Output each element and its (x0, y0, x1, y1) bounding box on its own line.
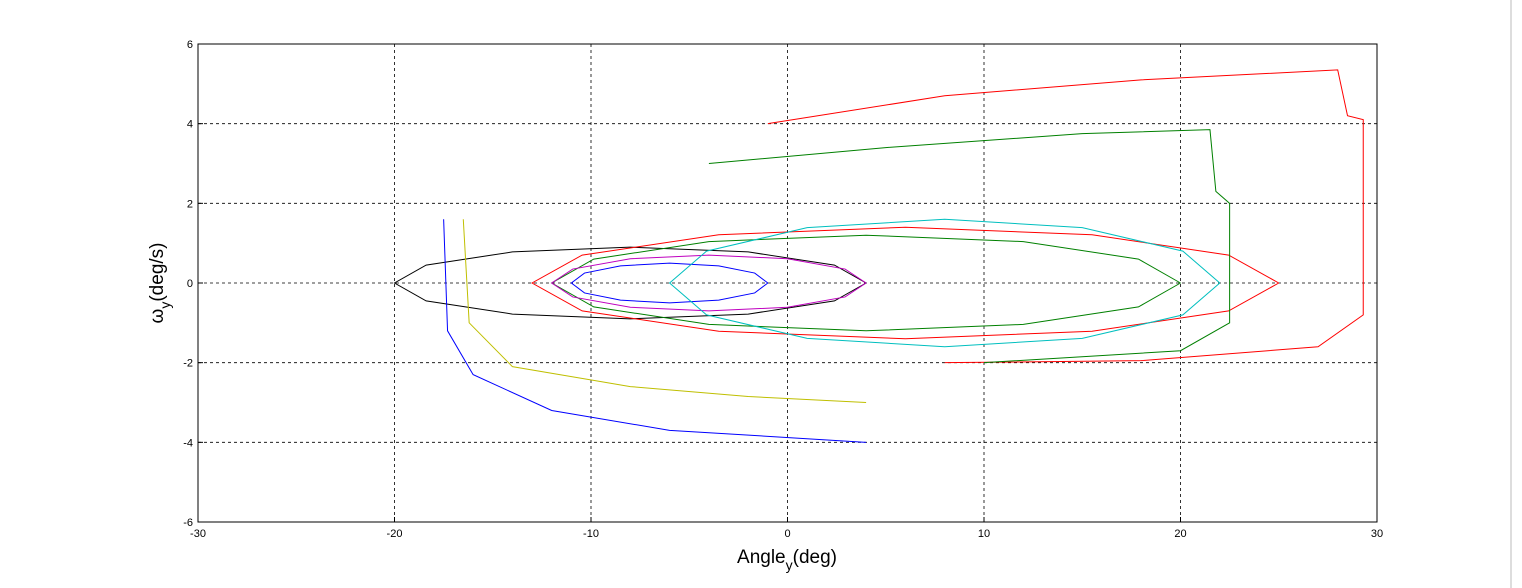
trajectory (462, 219, 867, 403)
x-label-sub: y (786, 557, 793, 573)
x-tick-label: 10 (978, 528, 990, 540)
x-tick-label: 0 (784, 528, 790, 540)
trajectory (570, 262, 769, 304)
y-tick-label: 2 (187, 198, 193, 210)
x-tick-label: -10 (583, 528, 599, 540)
y-tick-label: -4 (183, 437, 193, 449)
y-tick-label: -6 (183, 517, 193, 529)
trajectory (393, 246, 867, 320)
x-tick-label: 30 (1371, 528, 1383, 540)
x-tick-label: -20 (387, 528, 403, 540)
y-axis-label: ωy(deg/s) (147, 243, 173, 324)
trajectory (668, 218, 1221, 348)
y-tick-label: 6 (187, 39, 193, 51)
x-label-main: Angle (737, 547, 786, 568)
y-label-sub: y (157, 302, 173, 309)
x-tick-label: -30 (190, 528, 206, 540)
y-tick-label: -2 (183, 358, 193, 370)
trajectory (550, 254, 867, 312)
y-label-unit: (deg/s) (147, 243, 168, 302)
x-tick-label: 20 (1174, 528, 1186, 540)
trajectory (443, 219, 867, 443)
trajectory (767, 69, 1364, 364)
y-label-main: ω (147, 308, 168, 323)
x-axis-label: Angley(deg) (737, 547, 837, 573)
y-tick-label: 4 (187, 119, 193, 131)
x-label-unit: (deg) (793, 547, 837, 568)
trajectory (531, 226, 1279, 340)
y-tick-label: 0 (187, 278, 193, 290)
trajectory (708, 129, 1231, 364)
plot-frame (197, 43, 1378, 523)
